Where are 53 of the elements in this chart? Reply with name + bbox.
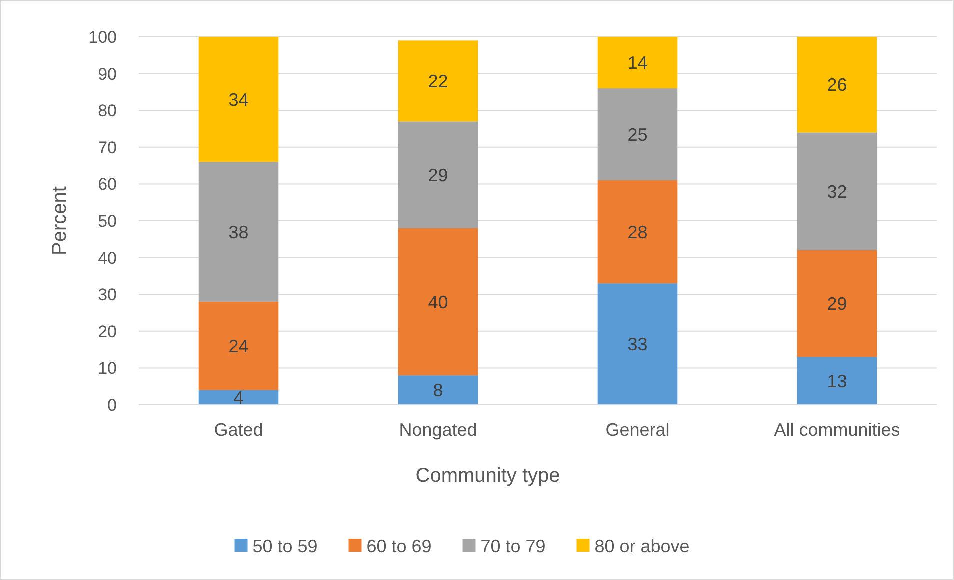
bar	[198, 37, 279, 162]
x-tick-label: Gated	[214, 420, 264, 440]
bar	[598, 88, 678, 181]
y-tick-label: 10	[98, 359, 117, 378]
bar	[398, 376, 478, 405]
bar	[198, 162, 279, 302]
data-label: 34	[228, 90, 249, 110]
y-tick-label: 80	[98, 102, 117, 121]
bar	[797, 357, 878, 405]
y-tick-label: 60	[98, 175, 117, 194]
data-label: 22	[428, 71, 448, 92]
y-tick-label: 70	[98, 138, 117, 158]
legend-label: 80 or above	[594, 536, 690, 556]
data-label: 8	[433, 380, 444, 401]
y-tick-label: 90	[98, 64, 117, 84]
bar	[398, 40, 478, 122]
bar	[797, 250, 878, 358]
bar	[598, 284, 678, 405]
y-tick-label: 0	[108, 396, 117, 415]
data-label: 13	[827, 371, 848, 392]
x-axis-title: Community type	[416, 465, 560, 487]
data-label: 32	[827, 182, 848, 202]
y-tick-label: 100	[88, 28, 117, 47]
legend-label: 50 to 59	[252, 536, 318, 556]
y-axis-title: Percent	[49, 186, 71, 256]
legend-label: 70 to 79	[480, 536, 546, 556]
bar	[398, 122, 478, 228]
data-label: 4	[234, 388, 244, 408]
y-tick-label: 40	[98, 248, 117, 268]
data-label: 38	[228, 222, 249, 242]
x-tick-label: All communities	[774, 420, 900, 440]
bar	[198, 302, 279, 390]
y-tick-label: 30	[98, 286, 117, 305]
data-label: 24	[228, 336, 249, 356]
data-label: 33	[628, 334, 648, 355]
bar	[398, 228, 478, 376]
data-label: 26	[827, 75, 848, 96]
legend-label: 60 to 69	[366, 536, 432, 556]
bar	[797, 37, 878, 133]
data-label: 29	[827, 294, 848, 314]
data-label: 29	[428, 165, 448, 186]
data-label: 14	[628, 53, 648, 74]
x-tick-label: General	[606, 420, 670, 440]
y-tick-label: 20	[98, 322, 117, 342]
bar	[598, 180, 678, 284]
data-label: 28	[628, 222, 648, 242]
bar	[598, 37, 678, 89]
y-tick-label: 50	[98, 212, 117, 231]
x-tick-label: Nongated	[399, 420, 478, 440]
data-label: 40	[428, 292, 448, 312]
bar	[797, 132, 878, 250]
data-label: 25	[628, 124, 648, 145]
bar	[198, 390, 279, 405]
